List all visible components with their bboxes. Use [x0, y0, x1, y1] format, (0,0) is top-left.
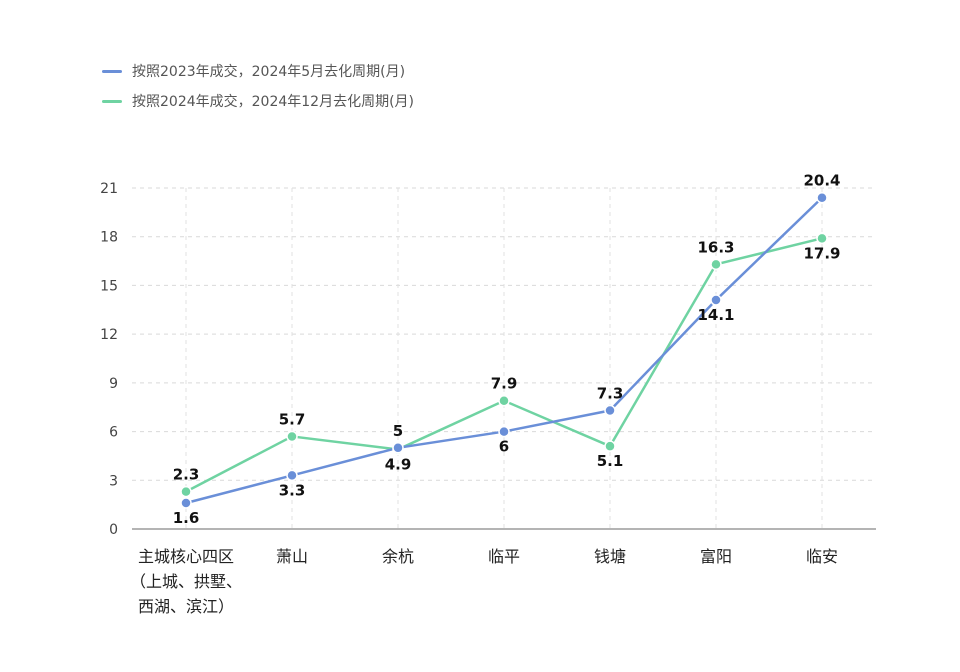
- series-1-data-label: 1.6: [173, 509, 200, 527]
- series-1-point: [710, 294, 722, 306]
- x-tick-label-3: 临平: [488, 547, 520, 566]
- series-1-point: [604, 404, 616, 417]
- legend-label-series-2: 按照2024年成交，2024年12月去化周期(月): [132, 94, 414, 110]
- series-2-data-label: 16.3: [697, 238, 734, 256]
- x-tick-label-line: 临平: [488, 547, 520, 566]
- series-2-point: [604, 440, 616, 452]
- series-2-data-label: 17.9: [803, 244, 840, 262]
- series-2-data-label: 5.7: [279, 410, 306, 428]
- series-1-point: [286, 469, 298, 482]
- x-tick-label-line: 钱塘: [594, 547, 626, 566]
- y-tick-label: 18: [100, 230, 118, 246]
- x-tick-label-1: 萧山: [276, 547, 308, 566]
- series-2-data-label: 7.9: [491, 375, 518, 393]
- series-2-point: [498, 394, 510, 407]
- series-1-data-label: 7.3: [597, 384, 624, 402]
- series-1-point: [180, 497, 192, 509]
- y-tick-label: 6: [109, 425, 118, 441]
- legend-swatch-series-1: [102, 69, 122, 73]
- x-tick-label-line: 临安: [806, 547, 838, 566]
- series-2-data-label: 2.3: [173, 466, 200, 484]
- legend-item-series-2: 按照2024年成交，2024年12月去化周期(月): [102, 86, 414, 116]
- legend-swatch-series-2: [102, 99, 122, 103]
- x-tick-label-line: 主城核心四区: [138, 547, 234, 566]
- x-tick-label-line: 萧山: [276, 547, 308, 566]
- y-tick-label: 0: [109, 522, 118, 538]
- series-1-data-label: 3.3: [279, 481, 306, 499]
- y-tick-label: 9: [109, 376, 118, 392]
- series-2-point: [710, 258, 722, 271]
- x-tick-label-6: 临安: [806, 547, 838, 566]
- x-tick-label-0: 主城核心四区 （上城、拱墅、西湖、滨江）: [130, 547, 242, 616]
- y-tick-label: 15: [100, 278, 118, 294]
- x-tick-label-2: 余杭: [382, 547, 414, 566]
- series-1-point: [498, 425, 510, 438]
- series-2-data-label: 4.9: [385, 455, 412, 473]
- y-tick-label: 3: [109, 473, 118, 489]
- series-2-point: [180, 485, 192, 498]
- series-1-data-label: 14.1: [697, 306, 734, 324]
- x-tick-label-line: 西湖、滨江）: [138, 597, 234, 616]
- x-tick-label-4: 钱塘: [594, 547, 626, 566]
- series-1-data-label: 6: [499, 438, 509, 456]
- legend: 按照2023年成交，2024年5月去化周期(月) 按照2024年成交，2024年…: [102, 56, 414, 116]
- legend-item-series-1: 按照2023年成交，2024年5月去化周期(月): [102, 56, 414, 86]
- legend-label-series-1: 按照2023年成交，2024年5月去化周期(月): [132, 64, 406, 80]
- series-2-point: [286, 430, 298, 443]
- x-tick-label-5: 富阳: [700, 547, 732, 566]
- y-tick-label: 12: [100, 327, 118, 343]
- series-1-data-label: 20.4: [803, 172, 840, 190]
- y-tick-label: 21: [100, 181, 118, 197]
- x-tick-label-line: 富阳: [700, 547, 732, 566]
- series-2-data-label: 5.1: [597, 452, 624, 470]
- x-tick-label-line: （上城、拱墅、: [130, 572, 242, 591]
- series-1-point: [392, 442, 404, 454]
- series-1-point: [816, 191, 828, 204]
- series-2-point: [816, 232, 828, 245]
- x-tick-label-line: 余杭: [382, 547, 414, 566]
- series-1-data-label: 5: [393, 422, 403, 440]
